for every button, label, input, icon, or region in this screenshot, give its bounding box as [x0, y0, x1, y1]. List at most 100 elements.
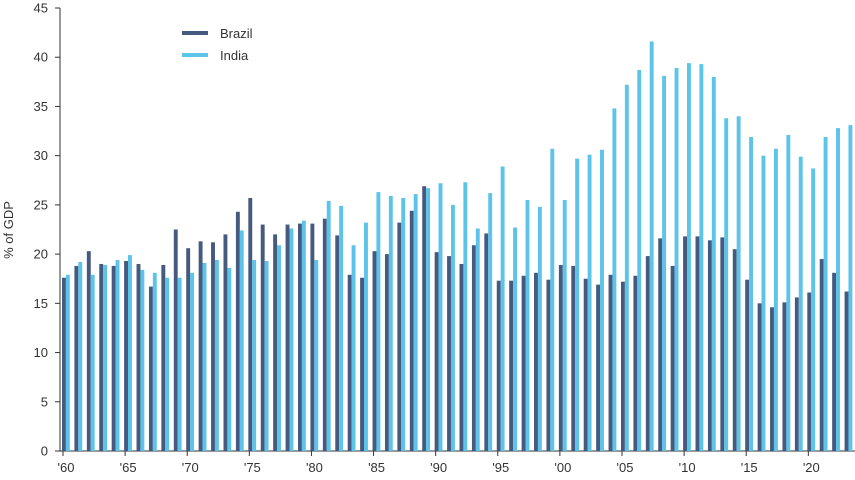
bar-india — [227, 267, 232, 451]
bar-brazil — [62, 277, 66, 451]
bar-india — [301, 220, 306, 451]
x-tick-label: '80 — [306, 460, 323, 475]
x-tick-label: '15 — [741, 460, 758, 475]
bar-brazil — [757, 303, 762, 451]
bar-india — [364, 222, 368, 451]
x-tick-label: '00 — [554, 460, 571, 475]
bar-brazil — [285, 224, 290, 451]
bar-brazil — [173, 229, 178, 451]
y-tick-label: 20 — [34, 247, 48, 262]
bar-india — [450, 204, 455, 451]
bar-brazil — [596, 284, 601, 451]
bar-india — [600, 149, 604, 451]
bar-india — [128, 255, 132, 451]
y-tick-label: 15 — [34, 296, 48, 311]
bar-india — [736, 116, 741, 452]
y-axis-title: % of GDP — [1, 201, 16, 259]
bar-india — [103, 264, 108, 451]
bar-india — [500, 166, 505, 452]
bar-brazil — [770, 307, 774, 451]
bar-brazil — [74, 265, 79, 451]
bar-india — [202, 262, 207, 451]
bar-brazil — [310, 223, 315, 451]
bar-india — [488, 193, 493, 451]
bar-brazil — [745, 279, 750, 451]
bar-india — [90, 274, 95, 451]
bar-india — [674, 68, 679, 451]
bar-brazil — [211, 242, 215, 451]
bar-brazil — [260, 224, 265, 451]
x-tick-label: '65 — [120, 460, 137, 475]
bar-india — [326, 200, 331, 451]
bar-india — [78, 261, 83, 451]
bar-brazil — [422, 186, 427, 451]
bar-brazil — [298, 223, 302, 451]
bar-brazil — [683, 236, 687, 451]
bar-india — [264, 261, 269, 451]
bar-brazil — [148, 286, 153, 451]
bar-india — [277, 245, 281, 451]
bar-brazil — [471, 245, 476, 451]
bar-india — [252, 260, 257, 451]
bar-india — [773, 148, 778, 451]
bar-india — [214, 260, 219, 451]
bar-india — [798, 156, 803, 451]
bar-india — [649, 41, 654, 452]
bar-brazil — [360, 277, 365, 451]
bar-brazil — [86, 251, 91, 451]
bar-india — [513, 227, 517, 451]
bar-brazil — [695, 236, 700, 451]
bar-brazil — [782, 302, 787, 451]
y-tick-label: 25 — [34, 197, 48, 212]
x-tick-label: '70 — [182, 460, 199, 475]
bar-series-group — [62, 41, 853, 452]
legend-label-brazil: Brazil — [220, 26, 253, 41]
bar-india — [475, 228, 480, 451]
bar-brazil — [99, 263, 104, 451]
bar-brazil — [136, 263, 141, 451]
bar-brazil — [235, 211, 240, 451]
bar-brazil — [534, 272, 538, 451]
bar-india — [537, 206, 542, 451]
x-tick-label: '05 — [617, 460, 634, 475]
bar-brazil — [608, 274, 613, 451]
bar-brazil — [620, 281, 625, 451]
bar-brazil — [720, 237, 725, 451]
bar-brazil — [347, 274, 352, 451]
bar-india — [438, 183, 443, 451]
bar-brazil — [583, 278, 588, 451]
x-tick-label: '75 — [244, 460, 261, 475]
bar-brazil — [558, 264, 563, 451]
bar-india — [711, 76, 716, 452]
bar-series-india — [65, 41, 853, 452]
bar-brazil — [844, 291, 849, 451]
legend-label-india: India — [220, 48, 249, 63]
bar-india — [761, 155, 766, 451]
bar-india — [289, 228, 294, 451]
bar-india — [115, 260, 120, 451]
bar-brazil — [509, 280, 514, 451]
bar-india — [525, 199, 530, 451]
bar-brazil — [372, 251, 377, 451]
bar-india — [339, 205, 344, 451]
bar-brazil — [111, 265, 116, 451]
y-tick-label: 30 — [34, 148, 48, 163]
bar-brazil — [832, 272, 837, 451]
bar-brazil — [459, 263, 464, 451]
legend-swatch-india — [182, 53, 208, 57]
bar-india — [463, 182, 468, 451]
y-tick-label: 0 — [41, 444, 48, 459]
bar-india — [662, 75, 667, 451]
bar-india — [724, 118, 729, 451]
bar-brazil — [645, 256, 650, 451]
bar-india — [686, 63, 691, 452]
bar-brazil — [633, 275, 638, 451]
bar-brazil — [819, 259, 824, 451]
bar-brazil — [335, 235, 340, 451]
bar-india — [314, 260, 319, 451]
x-tick-label: '10 — [679, 460, 696, 475]
bar-india — [749, 136, 754, 451]
bar-india — [562, 199, 567, 451]
y-tick-label: 45 — [34, 1, 48, 16]
